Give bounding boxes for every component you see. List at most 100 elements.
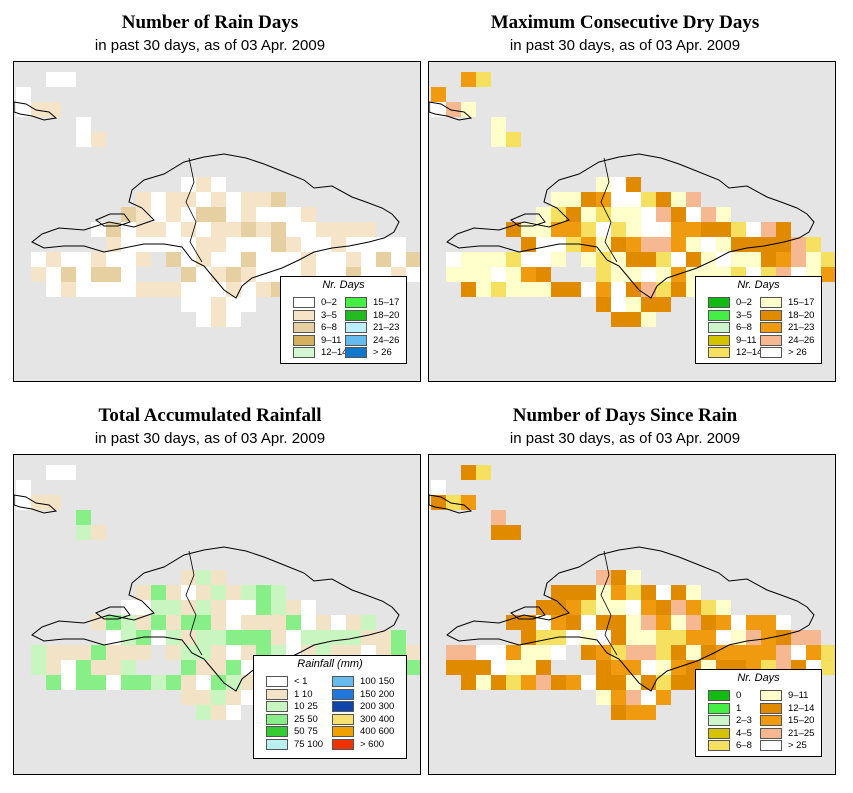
legend-item: 6–8 xyxy=(708,322,752,333)
grid-cell xyxy=(686,207,701,222)
grid-cell xyxy=(361,615,376,630)
grid-cell xyxy=(671,585,686,600)
grid-cell xyxy=(611,675,626,690)
grid-cell xyxy=(361,252,376,267)
grid-cell xyxy=(361,222,376,237)
grid-cell xyxy=(151,222,166,237)
grid-cell xyxy=(76,510,91,525)
grid-cell xyxy=(286,252,301,267)
grid-cell xyxy=(166,585,181,600)
grid-cell xyxy=(821,645,835,660)
grid-cell xyxy=(446,252,461,267)
legend-label: 18–20 xyxy=(373,309,400,321)
grid-cell xyxy=(211,660,226,675)
grid-cell xyxy=(16,87,31,102)
grid-cell xyxy=(431,102,446,117)
grid-cell xyxy=(611,282,626,297)
grid-cell xyxy=(331,237,346,252)
grid-cell xyxy=(211,690,226,705)
grid-cell xyxy=(701,237,716,252)
grid-cell xyxy=(731,645,746,660)
grid-cell xyxy=(106,282,121,297)
grid-cell xyxy=(701,630,716,645)
map-canvas xyxy=(429,72,835,327)
grid-cell xyxy=(671,192,686,207)
grid-cell xyxy=(476,675,491,690)
grid-cell xyxy=(181,645,196,660)
grid-cell xyxy=(671,207,686,222)
grid-cell xyxy=(611,192,626,207)
grid-cell xyxy=(686,192,701,207)
grid-cell xyxy=(286,222,301,237)
legend-label: 200 300 xyxy=(360,701,395,712)
grid-cell xyxy=(641,600,656,615)
grid-cell xyxy=(761,645,776,660)
country-border xyxy=(600,550,618,656)
grid-cell xyxy=(506,675,521,690)
grid-cell xyxy=(536,645,551,660)
grid-cell xyxy=(61,465,76,480)
legend-swatch xyxy=(708,347,730,358)
grid-cell xyxy=(701,207,716,222)
grid-cell xyxy=(551,207,566,222)
map-title: Total Accumulated Rainfall xyxy=(98,405,322,426)
legend-label: 18–20 xyxy=(788,309,815,321)
grid-cell xyxy=(211,675,226,690)
grid-cell xyxy=(626,297,641,312)
panel-total-rainfall: Total Accumulated Rainfall in past 30 da… xyxy=(0,393,425,788)
grid-cell xyxy=(241,615,256,630)
grid-cell xyxy=(166,207,181,222)
grid-cell xyxy=(256,252,271,267)
grid-cell xyxy=(641,252,656,267)
grid-cell xyxy=(551,192,566,207)
grid-cell xyxy=(136,192,151,207)
grid-cell xyxy=(166,222,181,237)
grid-cell xyxy=(671,615,686,630)
grid-cell xyxy=(596,192,611,207)
grid-cell xyxy=(121,600,136,615)
grid-cell xyxy=(446,645,461,660)
grid-cell xyxy=(536,600,551,615)
grid-cell xyxy=(746,222,761,237)
grid-cell xyxy=(376,252,391,267)
grid-cell xyxy=(461,72,476,87)
grid-cell xyxy=(506,525,521,540)
grid-cell xyxy=(241,222,256,237)
cuba-coastline xyxy=(429,494,473,514)
legend-swatch xyxy=(708,702,730,714)
grid-cell xyxy=(361,237,376,252)
legend-swatch xyxy=(266,701,288,712)
grid-cell xyxy=(121,282,136,297)
legend-item: 400 600 xyxy=(332,726,394,737)
grid-cell xyxy=(641,705,656,720)
map-subtitle: in past 30 days, as of 03 Apr. 2009 xyxy=(94,37,326,54)
grid-cell xyxy=(136,675,151,690)
grid-cell xyxy=(91,252,106,267)
grid-cell xyxy=(16,480,31,495)
legend-item: 1 10 xyxy=(266,688,313,700)
grid-cell xyxy=(476,660,491,675)
legend-item: 9–11 xyxy=(293,334,341,346)
legend-item: 0 xyxy=(708,690,741,701)
grid-cell xyxy=(656,690,671,705)
grid-cell xyxy=(446,660,461,675)
grid-cell xyxy=(536,282,551,297)
grid-cell xyxy=(136,645,151,660)
grid-cell xyxy=(136,207,151,222)
grid-cell xyxy=(271,585,286,600)
grid-cell xyxy=(596,690,611,705)
grid-cell xyxy=(76,660,91,675)
grid-cell xyxy=(31,267,46,282)
legend-item: 12–14 xyxy=(760,702,814,714)
legend-swatch xyxy=(332,713,354,725)
legend-swatch xyxy=(760,334,782,346)
legend-label: 21–23 xyxy=(788,322,815,333)
grid-cell xyxy=(391,252,406,267)
grid-cell xyxy=(211,705,226,720)
coastline xyxy=(31,546,400,692)
lake-outline xyxy=(95,213,131,227)
grid-cell xyxy=(31,495,46,510)
grid-cell xyxy=(461,102,476,117)
grid-cell xyxy=(656,615,671,630)
legend-label: 15–17 xyxy=(373,297,400,308)
